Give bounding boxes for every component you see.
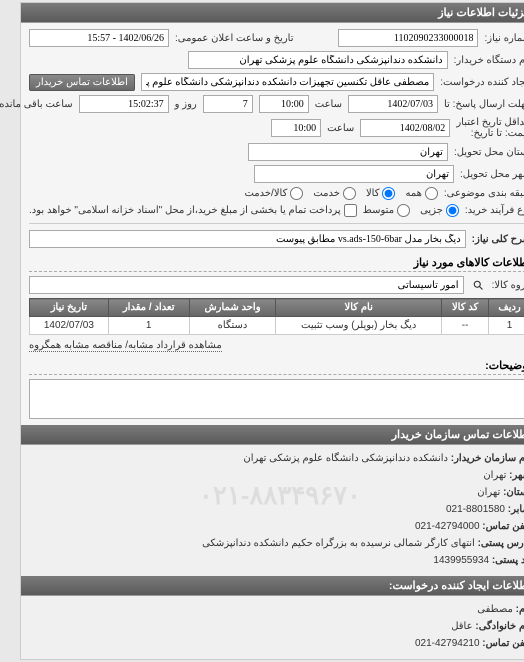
main-desc-label: شرح کلی نیاز: [454,234,513,245]
th-code: کد کالا [424,299,471,317]
radio-medium[interactable]: متوسط [345,204,392,217]
goods-group-label: گروه کالا: [474,280,513,291]
row-process: نوع فرآیند خرید: جزیی متوسط پرداخت تمام … [11,204,513,217]
org-contact-header: اطلاعات تماس سازمان خریدار [3,425,521,445]
th-name: نام کالا [258,299,424,317]
row-buyer: نام دستگاه خریدار: [11,51,513,69]
th-row: ردیف [471,299,513,317]
days-label: روز و [157,99,179,110]
creator-header: اطلاعات ایجاد کننده درخواست: [3,576,521,596]
deadline-label: مهلت ارسال پاسخ: تا [426,99,513,110]
validity-label: حداقل تاریخ اعتبارقیمت: تا تاریخ: [438,117,513,139]
org-fax-label: نمابر: [490,504,513,515]
requester-label: ایجاد کننده درخواست: [422,77,513,88]
creator-block: نام: مصطفی نام خانوادگی: عاقل تلفن تماس:… [3,596,521,659]
row-goods-group: گروه کالا: [11,276,513,294]
deadline-remain-input[interactable] [61,95,151,113]
radio-small[interactable]: جزیی [402,204,441,217]
creator-name-label: نام: [498,604,513,615]
cell-qty: 1 [90,317,171,335]
form-area: شماره نیاز: تاریخ و ساعت اعلان عمومی: نا… [3,23,521,425]
radio-all[interactable]: همه [387,187,419,200]
row-request-number: شماره نیاز: تاریخ و ساعت اعلان عمومی: [11,29,513,47]
goods-table: ردیف کد کالا نام کالا واحد شمارش تعداد /… [11,298,513,335]
org-city-label: شهر: [491,470,513,481]
desc-section-title: توضیحات: [11,359,513,375]
req-no-input[interactable] [320,29,460,47]
requester-input[interactable] [123,73,416,91]
buyer-label: نام دستگاه خریدار: [436,55,513,66]
announce-label: تاریخ و ساعت اعلان عمومی: [157,33,276,44]
org-phone-label: تلفن تماس: [464,521,513,532]
row-requester: ایجاد کننده درخواست: اطلاعات تماس خریدار [11,73,513,91]
contact-buyer-button[interactable]: اطلاعات تماس خریدار [11,74,117,91]
creator-phone-label: تلفن تماس: [464,638,513,649]
deadline-time-label: ساعت [297,99,324,110]
org-province-value: تهران [459,487,482,498]
creator-lname-value: عاقل [433,621,454,632]
org-city-value: تهران [465,470,488,481]
creator-lname-label: نام خانوادگی: [457,621,513,632]
validity-time-input[interactable] [253,119,303,137]
compare-link[interactable]: مشاهده قرارداد مشابه/ مناقصه مشابه همگرو… [11,340,204,352]
radio-service[interactable]: خدمت [295,187,338,200]
cell-date: 1402/07/03 [12,317,91,335]
treasury-checkbox[interactable]: پرداخت تمام یا بخشی از مبلغ خرید،از محل … [11,204,339,217]
validity-time-label: ساعت [309,123,336,134]
city-label: شهر محل تحویل: [442,169,513,180]
org-addr-label: آدرس پستی: [460,538,513,549]
org-value: دانشکده دندانپزشکی دانشگاه علوم پزشکی ته… [225,453,430,464]
row-main-desc: شرح کلی نیاز: [11,230,513,248]
deadline-time-input[interactable] [241,95,291,113]
row-province: استان محل تحویل: [11,143,513,161]
org-contact-block: ۰۲۱-۸۸۳۴۹۶۷۰ نام سازمان خریدار: دانشکده … [3,445,521,576]
category-label: طبقه بندی موضوعی: [426,188,513,199]
announce-input[interactable] [11,29,151,47]
org-province-label: استان: [485,487,513,498]
deadline-days-input[interactable] [185,95,235,113]
row-deadline: مهلت ارسال پاسخ: تا ساعت روز و ساعت باقی… [11,95,513,113]
row-city: شهر محل تحویل: [11,165,513,183]
validity-date-input[interactable] [342,119,432,137]
process-radios: جزیی متوسط [345,204,441,217]
row-category: طبقه بندی موضوعی: همه کالا خدمت کالا/خدم… [11,187,513,200]
org-addr-value: انتهای کارگر شمالی نرسیده به بزرگراه حکی… [184,538,457,549]
org-fax-value: 8801580-021 [428,504,487,515]
process-label: نوع فرآیند خرید: [447,205,513,216]
org-postal-label: کد پستی: [474,555,513,566]
row-validity: حداقل تاریخ اعتبارقیمت: تا تاریخ: ساعت [11,117,513,139]
category-radios: همه کالا خدمت کالا/خدمت [226,187,419,200]
city-input[interactable] [236,165,436,183]
th-unit: واحد شمارش [171,299,258,317]
desc-textarea[interactable] [11,379,513,419]
cell-unit: دستگاه [171,317,258,335]
creator-name-value: مصطفی [459,604,495,615]
remain-label: ساعت باقی مانده [0,99,55,110]
org-label: نام سازمان خریدار: [433,453,513,464]
req-no-label: شماره نیاز: [466,33,513,44]
radio-goods[interactable]: کالا [348,187,378,200]
province-input[interactable] [230,143,430,161]
province-label: استان محل تحویل: [436,147,513,158]
buyer-input[interactable] [170,51,430,69]
panel-header: جزئیات اطلاعات نیاز [3,3,521,23]
radio-both[interactable]: کالا/خدمت [226,187,285,200]
th-qty: تعداد / مقدار [90,299,171,317]
goods-section-title: اطلاعات کالاهای مورد نیاز [11,256,513,272]
deadline-date-input[interactable] [330,95,420,113]
cell-row: 1 [471,317,513,335]
cell-code: -- [424,317,471,335]
goods-group-input[interactable] [11,276,446,294]
creator-phone-value: 42794210-021 [397,638,462,649]
cell-name: دیگ بخار (بویلر) وسب تثبیت [258,317,424,335]
table-row[interactable]: 1 -- دیگ بخار (بویلر) وسب تثبیت دستگاه 1… [12,317,513,335]
th-date: تاریخ نیاز [12,299,91,317]
main-desc-input[interactable] [11,230,448,248]
details-panel: جزئیات اطلاعات نیاز شماره نیاز: تاریخ و … [2,2,522,660]
search-icon[interactable] [452,277,468,293]
org-postal-value: 1439955934 [415,555,471,566]
org-phone-value: 42794000-021 [397,521,462,532]
